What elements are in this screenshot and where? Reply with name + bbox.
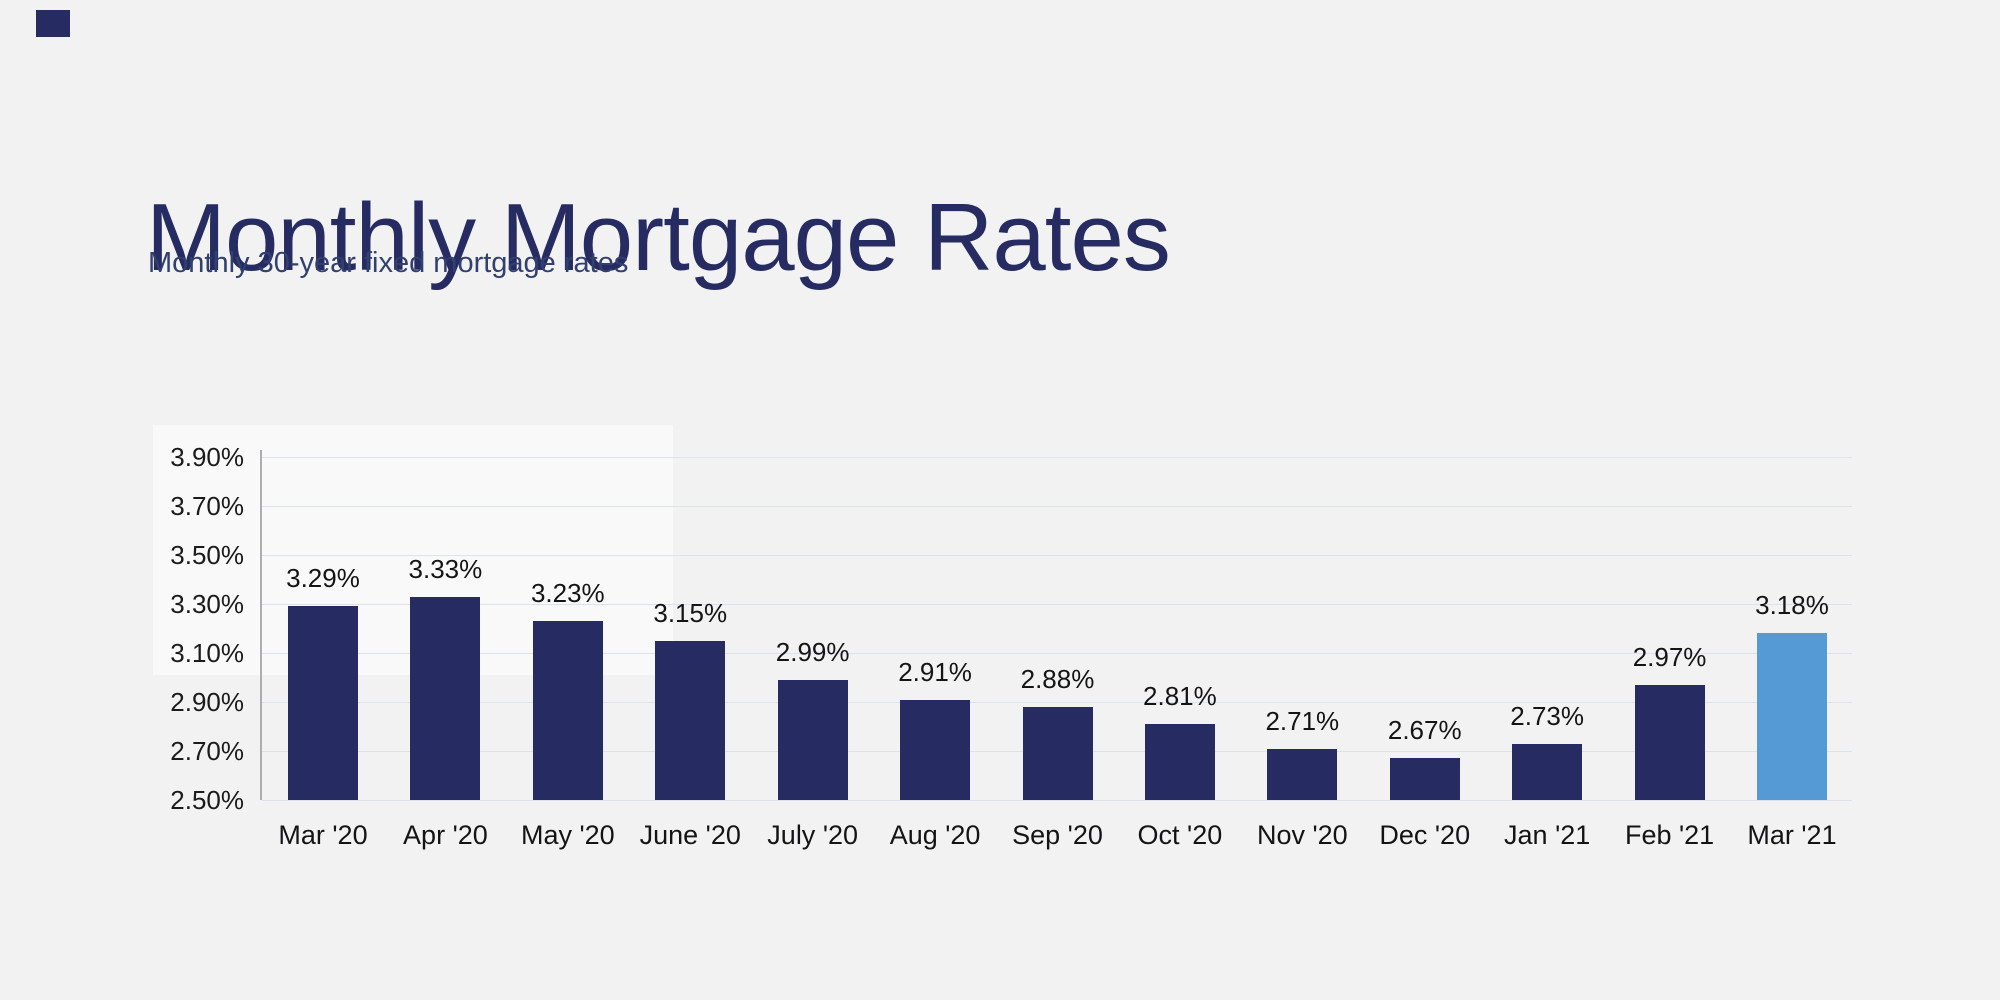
gridline — [262, 456, 1852, 458]
y-tick-label: 3.70% — [170, 491, 244, 521]
bar-value-label: 2.97% — [1632, 641, 1707, 672]
x-axis-label: Dec '20 — [1379, 820, 1471, 850]
bar — [1144, 724, 1215, 800]
x-axis-label: May '20 — [520, 820, 615, 850]
bar — [1389, 758, 1460, 800]
bar — [410, 596, 481, 800]
y-tick-label: 3.50% — [170, 540, 244, 570]
bar-value-label: 3.18% — [1755, 590, 1829, 621]
y-tick-label: 2.50% — [170, 785, 244, 815]
x-axis-label: Aug '20 — [889, 820, 981, 850]
y-tick-label: 2.70% — [170, 736, 244, 766]
y-tick-label: 2.90% — [170, 687, 244, 717]
bar — [1757, 633, 1827, 800]
bar-value-label: 2.99% — [775, 636, 850, 667]
gridline — [262, 799, 1852, 801]
bar-value-label: 3.29% — [286, 563, 360, 594]
x-axis-label: Mar '21 — [1747, 820, 1837, 850]
bar-value-label: 2.73% — [1510, 700, 1585, 731]
bar-value-label: 2.91% — [898, 656, 972, 687]
x-axis-label: June '20 — [639, 820, 741, 850]
gridline — [262, 603, 1852, 605]
y-tick-label: 3.90% — [170, 442, 244, 472]
bar-value-label: 3.33% — [408, 553, 483, 584]
gridline — [262, 505, 1852, 507]
bar — [655, 640, 726, 800]
bar-value-label: 2.88% — [1020, 663, 1095, 694]
bar — [1512, 743, 1583, 800]
bar — [288, 606, 358, 800]
bar — [777, 679, 848, 800]
bar — [532, 621, 603, 800]
x-axis-label: Feb '21 — [1624, 820, 1715, 850]
x-axis-label: Oct '20 — [1137, 820, 1223, 850]
bar-value-label: 3.15% — [653, 597, 728, 628]
y-tick-label: 3.10% — [170, 638, 244, 668]
logo-mark — [36, 10, 70, 37]
bar-value-label: 2.81% — [1143, 681, 1217, 712]
gridline — [262, 652, 1852, 654]
bar — [1634, 684, 1705, 800]
gridline — [262, 554, 1852, 556]
x-axis-label: Sep '20 — [1012, 820, 1103, 850]
bar — [900, 699, 971, 800]
x-axis-label: Nov '20 — [1256, 820, 1348, 850]
bar-value-label: 2.71% — [1265, 705, 1340, 736]
x-axis-label: Jan '21 — [1504, 820, 1591, 850]
x-axis-label: Mar '20 — [278, 820, 368, 850]
bar — [1022, 706, 1093, 800]
y-tick-label: 3.30% — [170, 589, 244, 619]
chart-title: Monthly Mortgage Rates — [146, 184, 1171, 292]
x-axis-label: July '20 — [767, 820, 858, 850]
bar-value-label: 3.23% — [530, 578, 605, 609]
gridline — [262, 701, 1852, 703]
x-axis-label: Apr '20 — [403, 820, 488, 850]
y-axis-line — [260, 450, 262, 800]
bar — [1267, 748, 1338, 800]
chart-subtitle: Monthly 30-year fixed mortgage rates — [148, 247, 629, 279]
bar-value-label: 2.67% — [1387, 715, 1462, 746]
